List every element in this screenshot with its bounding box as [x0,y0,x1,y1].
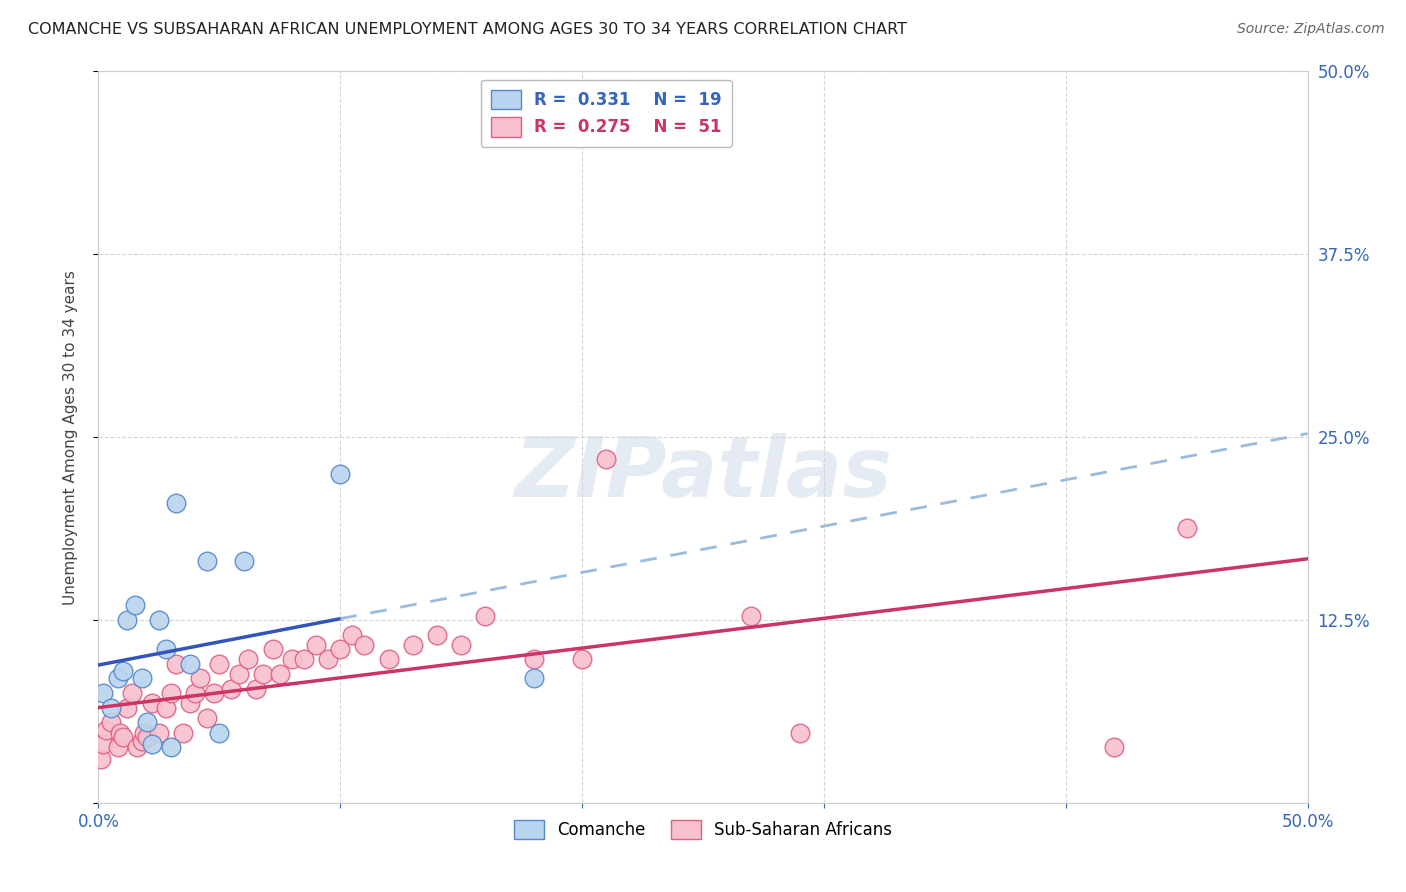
Point [131,672,153,686]
Point [107,740,129,755]
Point [148,613,170,627]
Point [179,696,201,710]
Point [238,652,260,666]
Point [571,652,593,666]
Point [789,725,811,739]
Point [148,725,170,739]
Point [155,700,177,714]
Point [111,664,134,678]
Point [141,696,163,710]
Point [165,496,187,510]
Point [117,613,139,627]
Point [141,737,163,751]
Point [94,723,117,737]
Point [131,734,153,748]
Point [377,652,399,666]
Point [426,627,449,641]
Point [523,672,546,686]
Point [179,657,201,671]
Point [111,730,134,744]
Point [1102,740,1125,755]
Point [195,711,218,725]
Point [184,686,207,700]
Point [1175,521,1198,535]
Point [172,725,194,739]
Point [127,740,149,755]
Text: ZIPatlas: ZIPatlas [515,434,891,514]
Point [474,608,496,623]
Point [100,700,122,714]
Point [252,667,274,681]
Point [121,686,143,700]
Point [204,686,226,700]
Point [232,554,254,568]
Point [160,740,183,755]
Point [228,667,250,681]
Point [245,681,267,696]
Point [124,599,146,613]
Point [269,667,291,681]
Point [91,686,114,700]
Y-axis label: Unemployment Among Ages 30 to 34 years: Unemployment Among Ages 30 to 34 years [63,269,77,605]
Point [90,752,112,766]
Point [208,725,231,739]
Point [329,467,352,481]
Point [402,638,425,652]
Point [329,642,352,657]
Point [155,642,177,657]
Point [135,730,157,744]
Point [208,657,231,671]
Point [595,452,617,467]
Point [91,737,114,751]
Point [316,652,339,666]
Point [108,725,131,739]
Point [740,608,762,623]
Point [107,672,129,686]
Point [292,652,315,666]
Point [353,638,375,652]
Point [281,652,304,666]
Point [523,652,546,666]
Point [221,681,243,696]
Text: Source: ZipAtlas.com: Source: ZipAtlas.com [1237,22,1385,37]
Point [117,700,139,714]
Point [160,686,183,700]
Point [135,715,157,730]
Point [195,554,218,568]
Legend: Comanche, Sub-Saharan Africans: Comanche, Sub-Saharan Africans [508,814,898,846]
Point [134,725,156,739]
Point [100,715,122,730]
Point [262,642,284,657]
Text: COMANCHE VS SUBSAHARAN AFRICAN UNEMPLOYMENT AMONG AGES 30 TO 34 YEARS CORRELATIO: COMANCHE VS SUBSAHARAN AFRICAN UNEMPLOYM… [28,22,907,37]
Point [305,638,328,652]
Point [188,672,211,686]
Point [165,657,187,671]
Point [450,638,472,652]
Point [342,627,364,641]
